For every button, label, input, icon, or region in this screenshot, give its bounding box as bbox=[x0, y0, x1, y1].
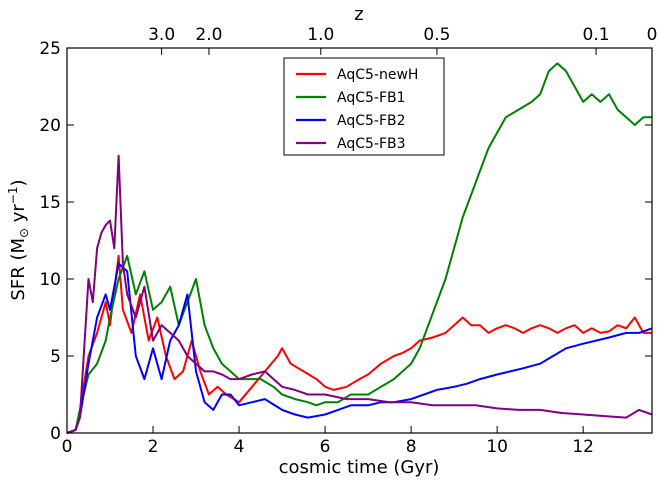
top-tick-label: 3.0 bbox=[148, 25, 175, 45]
x-tick-label: 10 bbox=[486, 437, 508, 457]
top-tick-label: 1.0 bbox=[307, 25, 334, 45]
y-tick-label: 5 bbox=[50, 347, 61, 367]
top-tick-label: 0 bbox=[647, 25, 658, 45]
y-tick-label: 25 bbox=[39, 39, 61, 59]
plot-frame bbox=[66, 47, 653, 434]
x-axis-title: cosmic time (Gyr) bbox=[279, 457, 440, 478]
y-tick-label: 20 bbox=[39, 116, 61, 136]
y-axis-title-main: SFR (M bbox=[8, 238, 29, 301]
x-tick-label: 12 bbox=[572, 437, 594, 457]
series-line-aqc5-fb1 bbox=[66, 62, 652, 434]
legend-label: AqC5-FB2 bbox=[337, 113, 406, 129]
top-tick-label: 0.1 bbox=[583, 25, 610, 45]
y-tick-label: 0 bbox=[50, 424, 61, 444]
y-axis-title-sun: ⊙ bbox=[17, 228, 31, 238]
y-axis-ticks: 0 5 10 15 20 25 bbox=[39, 39, 652, 444]
x-tick-label: 6 bbox=[320, 437, 331, 457]
series-line-aqc5-fb2 bbox=[66, 262, 653, 434]
y-axis-title-unit: yr bbox=[8, 204, 29, 228]
legend-label: AqC5-FB1 bbox=[337, 90, 406, 106]
top-axis-label: z bbox=[354, 4, 363, 25]
y-axis-title: SFR (M⊙ yr−1) bbox=[6, 179, 31, 300]
x-tick-label: 4 bbox=[234, 437, 245, 457]
x-tick-label: 2 bbox=[148, 437, 159, 457]
y-tick-label: 10 bbox=[39, 270, 61, 290]
legend-label: AqC5-newH bbox=[337, 67, 418, 83]
x-tick-label: 8 bbox=[406, 437, 417, 457]
top-tick-label: 0.5 bbox=[423, 25, 450, 45]
top-axis-ticks: 3.0 2.0 1.0 0.5 0.1 0 bbox=[148, 25, 657, 55]
y-axis-title-close: ) bbox=[8, 179, 29, 186]
x-tick-label: 0 bbox=[62, 437, 73, 457]
legend: AqC5-newH AqC5-FB1 AqC5-FB2 AqC5-FB3 bbox=[283, 57, 445, 156]
series-layer bbox=[66, 62, 653, 434]
x-axis-ticks: 0 2 4 6 8 10 12 bbox=[62, 426, 594, 457]
series-line-aqc5-fb3 bbox=[66, 154, 653, 434]
series-line-aqc5-newh bbox=[66, 254, 652, 434]
legend-entries: AqC5-newH AqC5-FB1 AqC5-FB2 AqC5-FB3 bbox=[296, 67, 418, 152]
legend-label: AqC5-FB3 bbox=[337, 136, 406, 152]
y-tick-label: 15 bbox=[39, 193, 61, 213]
y-axis-title-exp: −1 bbox=[6, 186, 20, 204]
top-tick-label: 2.0 bbox=[195, 25, 222, 45]
